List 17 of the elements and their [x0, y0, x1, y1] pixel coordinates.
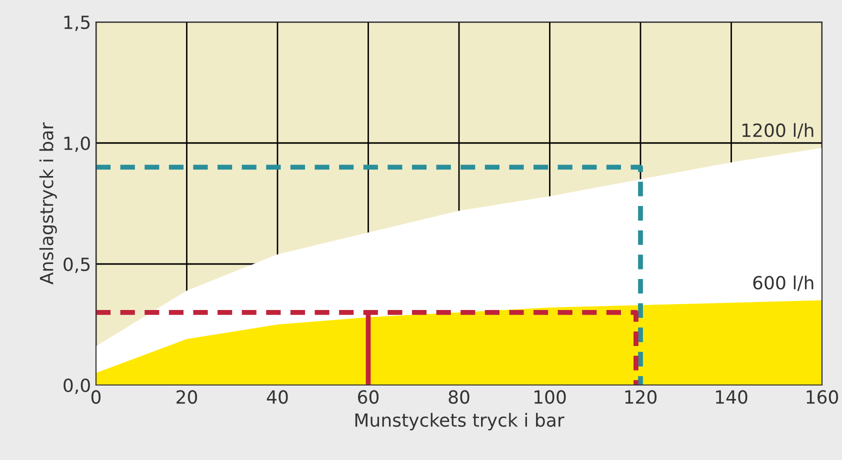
y-axis-title: Anslagstryck i bar	[39, 122, 57, 284]
y-tick-label: 1,5	[64, 16, 90, 31]
x-tick-label: 20	[176, 390, 198, 404]
x-tick-label: 40	[266, 390, 288, 404]
series-label: 1200 l/h	[742, 123, 814, 138]
x-tick-label: 60	[358, 390, 379, 404]
x-tick-label: 140	[716, 390, 748, 404]
series-label: 600 l/h	[753, 276, 814, 291]
x-tick-label: 80	[448, 390, 470, 404]
y-tick-label: 0,5	[64, 257, 90, 273]
y-tick-label: 0,0	[64, 378, 90, 394]
x-tick-label: 0	[91, 390, 101, 404]
y-tick-label: 1,0	[64, 136, 90, 152]
x-tick-label: 160	[806, 390, 838, 404]
x-axis-title: Munstyckets tryck i bar	[355, 412, 564, 430]
x-tick-label: 120	[625, 390, 657, 404]
x-tick-label: 100	[534, 390, 566, 404]
